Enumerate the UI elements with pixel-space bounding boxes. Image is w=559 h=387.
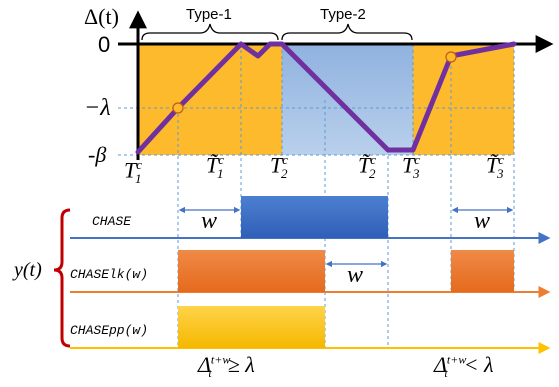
chase-bar [241, 196, 388, 238]
t3c-label: Tc3 [402, 152, 421, 181]
lambda-label: −λ [84, 95, 111, 121]
type1-label: Type-1 [186, 6, 232, 23]
gold-region-right [413, 44, 514, 155]
gold-region-left [138, 44, 282, 155]
condition-right: Δt+wt < λ [434, 352, 494, 381]
w-label-chase-left: w [201, 208, 218, 234]
chaselk-label: CHASElk(w) [70, 267, 149, 282]
t3c-tilde-label: T̃c3 [486, 152, 505, 181]
type2-brace [281, 23, 413, 41]
zero-label: 0 [98, 32, 111, 57]
w-label-chaselk: w [347, 262, 364, 288]
beta-label: -β [88, 142, 107, 167]
chase-label: CHASE [92, 214, 132, 229]
recovery-marker [445, 51, 457, 63]
condition-left: Δt+wt ≥ λ [198, 352, 255, 381]
w-label-chase-right: w [474, 208, 491, 234]
t2c-tilde-label: T̃c2 [358, 152, 377, 181]
y-brace [53, 208, 71, 348]
y-output-label: y(t) [14, 259, 42, 281]
t1c-label: Tc1 [124, 157, 143, 186]
delta-curve [135, 41, 517, 155]
chaselk-bar-1 [178, 250, 325, 292]
lambda-crossing-marker [172, 102, 184, 114]
t2c-label: Tc2 [270, 152, 289, 181]
chasepp-bar [178, 306, 325, 348]
delta-axis-label: Δ(t) [84, 4, 119, 29]
chasepp-label: CHASEpp(w) [70, 323, 149, 338]
type2-label: Type-2 [320, 6, 366, 23]
chaselk-bar-2 [451, 250, 514, 292]
t1c-tilde-label: T̃c1 [206, 152, 225, 181]
type1-brace [141, 23, 279, 41]
